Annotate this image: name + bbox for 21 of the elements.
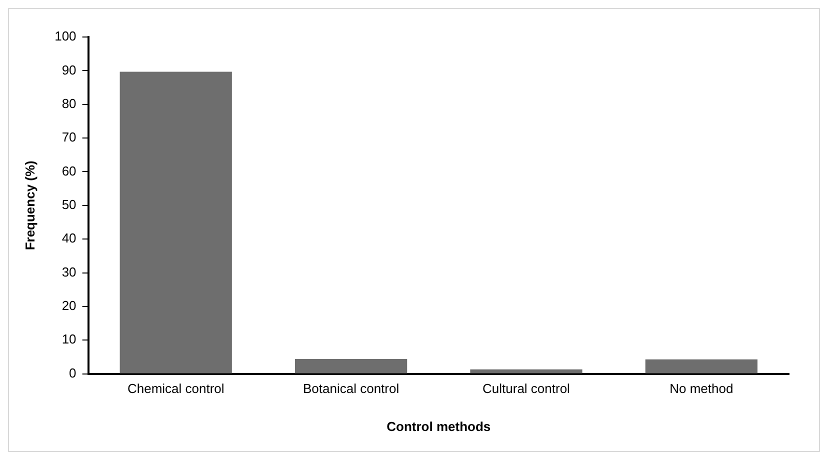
bar [470,369,582,374]
y-tick-label: 30 [62,264,76,280]
bar [295,358,408,374]
y-tick-label: 90 [62,62,76,78]
x-tick-label: Chemical control [127,381,224,396]
y-tick-label: 50 [62,196,76,212]
x-axis-title: Control methods [386,418,491,434]
x-tick-label: No method [670,381,734,396]
bar [120,72,232,374]
x-tick-label: Cultural control [482,381,570,396]
x-tick-label: Botanical control [302,381,400,396]
y-tick-label: 60 [62,163,76,178]
y-tick-label: 80 [62,96,76,111]
bar [645,359,758,374]
y-tick-label: 40 [62,230,76,246]
y-tick-label: 100 [54,28,76,44]
y-tick-label: 10 [62,332,76,347]
y-tick-label: 20 [62,298,76,314]
y-tick-label: 70 [62,130,76,145]
y-tick-label: 0 [69,365,76,380]
y-axis-title: Frequency (%) [22,160,38,250]
